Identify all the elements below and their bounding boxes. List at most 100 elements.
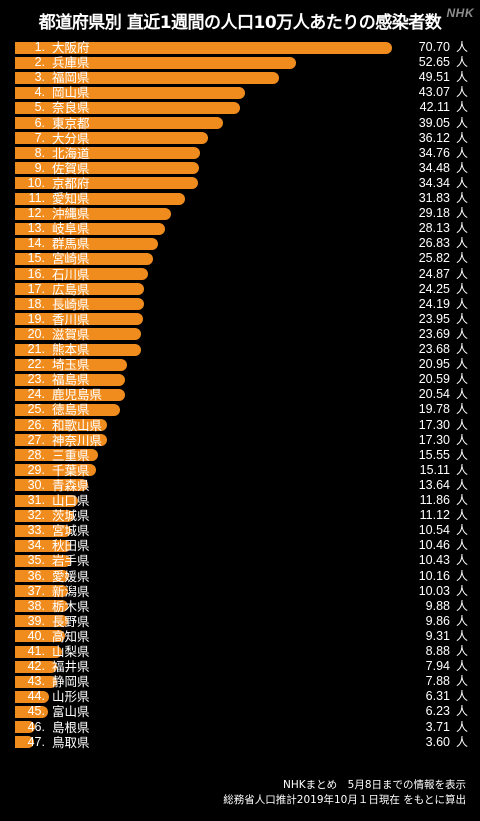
- bar-row: 2. 兵庫県 52.65 人: [0, 55, 480, 70]
- unit-label: 人: [455, 447, 468, 462]
- value-label: 19.78: [418, 402, 450, 417]
- bar: [15, 705, 49, 718]
- nhk-logo: NHK: [446, 6, 474, 20]
- bar-row: 1. 大阪府 70.70 人: [0, 40, 480, 55]
- value-label: 15.11: [419, 462, 450, 477]
- bar-row: 22. 埼玉県 20.95 人: [0, 357, 480, 372]
- prefecture-label: 沖縄県: [52, 206, 90, 222]
- value-label: 34.76: [418, 145, 450, 160]
- rank-label: 21.: [27, 342, 45, 356]
- prefecture-label: 滋賀県: [52, 326, 90, 342]
- prefecture-label: 山口県: [52, 493, 90, 508]
- value-label: 17.30: [418, 417, 450, 432]
- rank-label: 25.: [27, 402, 45, 417]
- unit-label: 人: [455, 689, 468, 704]
- prefecture-label: 千葉県: [52, 462, 90, 478]
- bar: [15, 313, 143, 326]
- prefecture-label: 島根県: [52, 719, 90, 735]
- bar: [15, 615, 68, 628]
- rank-label: 40.: [27, 628, 45, 643]
- unit-label: 人: [455, 583, 468, 598]
- value-label: 13.64: [418, 477, 450, 492]
- unit-label: 人: [455, 55, 468, 70]
- bar: [15, 343, 142, 356]
- unit-label: 人: [455, 266, 468, 281]
- prefecture-label: 群馬県: [52, 236, 90, 252]
- rank-label: 38.: [27, 598, 45, 613]
- bar-row: 30. 青森県 13.64 人: [0, 478, 480, 493]
- value-label: 3.60: [425, 734, 450, 749]
- unit-label: 人: [455, 628, 468, 643]
- prefecture-label: 長崎県: [52, 296, 90, 312]
- rank-label: 4.: [34, 85, 45, 100]
- unit-label: 人: [455, 719, 468, 734]
- bar: [15, 645, 63, 658]
- value-label: 11.86: [419, 493, 450, 507]
- rank-label: 16.: [27, 266, 45, 281]
- bar-row: 9. 佐賀県 34.48 人: [0, 161, 480, 176]
- unit-label: 人: [455, 175, 468, 190]
- value-label: 24.19: [418, 296, 450, 311]
- bar-row: 14. 群馬県 26.83 人: [0, 236, 480, 251]
- value-label: 23.68: [418, 342, 450, 356]
- prefecture-label: 神奈川県: [52, 432, 103, 448]
- rank-label: 29.: [27, 462, 45, 477]
- unit-label: 人: [455, 387, 468, 402]
- value-label: 26.83: [418, 236, 450, 251]
- bar: [15, 554, 71, 567]
- prefecture-label: 秋田県: [52, 538, 90, 554]
- bar: [15, 570, 70, 583]
- bar: [15, 479, 88, 492]
- rank-label: 20.: [27, 326, 45, 341]
- rank-label: 45.: [27, 704, 45, 719]
- unit-label: 人: [455, 221, 468, 236]
- unit-label: 人: [455, 568, 468, 583]
- value-label: 36.12: [418, 130, 450, 145]
- bar: [15, 585, 69, 598]
- bar-row: 37. 新潟県 10.03 人: [0, 584, 480, 599]
- value-label: 29.18: [418, 206, 450, 221]
- bar: [15, 101, 240, 114]
- bar-row: 45. 富山県 6.23 人: [0, 704, 480, 719]
- value-label: 10.54: [418, 523, 450, 538]
- bar: [15, 328, 142, 341]
- bar-row: 15. 宮崎県 25.82 人: [0, 251, 480, 266]
- rank-label: 39.: [27, 613, 45, 628]
- prefecture-label: 静岡県: [52, 674, 90, 690]
- unit-label: 人: [455, 40, 468, 54]
- bar-row: 41. 山梨県 8.88 人: [0, 644, 480, 659]
- prefecture-label: 福島県: [52, 372, 90, 388]
- unit-label: 人: [455, 523, 468, 538]
- unit-label: 人: [455, 236, 468, 251]
- value-label: 70.70: [418, 40, 450, 54]
- rank-label: 33.: [27, 523, 45, 538]
- prefecture-label: 鳥取県: [52, 734, 90, 750]
- value-label: 42.11: [419, 100, 450, 115]
- rank-label: 3.: [34, 70, 45, 85]
- bar-row: 40. 高知県 9.31 人: [0, 629, 480, 644]
- bar-row: 11. 愛知県 31.83 人: [0, 191, 480, 206]
- bar: [15, 419, 108, 432]
- prefecture-label: 香川県: [52, 311, 90, 327]
- value-label: 52.65: [418, 55, 450, 70]
- rank-label: 24.: [27, 387, 45, 402]
- rank-label: 26.: [27, 417, 45, 432]
- value-label: 34.34: [418, 175, 450, 190]
- bar-row: 39. 長野県 9.86 人: [0, 614, 480, 629]
- value-label: 23.95: [418, 311, 450, 326]
- rank-label: 10.: [27, 175, 45, 190]
- bar: [15, 434, 108, 447]
- prefecture-label: 茨城県: [52, 508, 90, 524]
- bar-row: 43. 静岡県 7.88 人: [0, 674, 480, 689]
- prefecture-label: 佐賀県: [52, 160, 90, 176]
- value-label: 10.43: [418, 553, 450, 568]
- bar: [15, 721, 35, 734]
- bar: [15, 132, 208, 145]
- unit-label: 人: [455, 417, 468, 432]
- bar: [15, 41, 392, 54]
- bar-row: 6. 東京都 39.05 人: [0, 116, 480, 131]
- bar: [15, 675, 58, 688]
- value-label: 34.48: [418, 160, 450, 175]
- rank-label: 15.: [27, 251, 45, 266]
- bar: [15, 268, 148, 281]
